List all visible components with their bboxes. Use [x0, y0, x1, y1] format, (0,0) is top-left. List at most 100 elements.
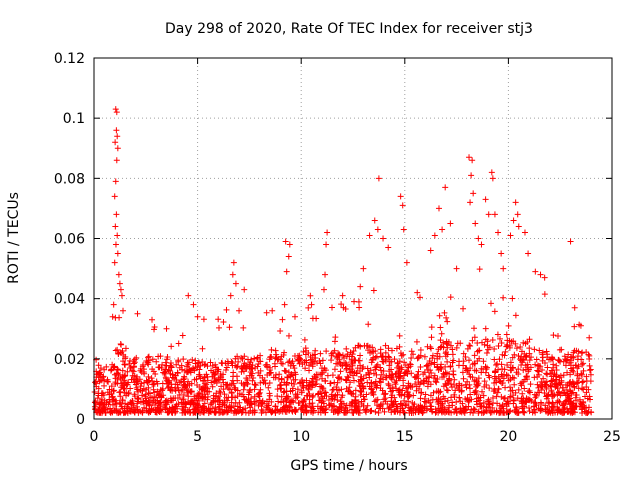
- roti-point: [391, 356, 398, 363]
- roti-point: [120, 385, 127, 392]
- roti-point: [379, 358, 386, 365]
- roti-point: [164, 354, 171, 360]
- roti-point: [255, 402, 262, 409]
- roti-point: [112, 241, 119, 248]
- roti-point: [469, 157, 476, 164]
- roti-point: [174, 369, 181, 376]
- roti-point: [517, 380, 524, 387]
- roti-point: [450, 381, 457, 388]
- roti-point: [150, 368, 157, 375]
- roti-point: [204, 396, 211, 403]
- roti-point: [180, 356, 187, 363]
- roti-point: [421, 403, 428, 410]
- roti-point: [278, 353, 285, 360]
- roti-point: [396, 332, 403, 339]
- roti-point: [467, 365, 474, 372]
- roti-point: [429, 352, 436, 359]
- roti-point: [572, 394, 579, 401]
- roti-point: [306, 400, 313, 407]
- roti-point: [480, 358, 487, 365]
- roti-point: [172, 409, 179, 416]
- roti-point: [215, 316, 222, 323]
- roti-point: [512, 312, 519, 319]
- roti-point: [367, 349, 374, 356]
- roti-point: [499, 351, 506, 358]
- roti-point: [512, 409, 519, 416]
- roti-point: [181, 375, 188, 382]
- roti-point: [491, 379, 498, 386]
- roti-point: [148, 375, 155, 382]
- roti-point: [579, 385, 586, 392]
- roti-point: [319, 357, 326, 364]
- roti-point: [337, 361, 344, 368]
- roti-point: [515, 353, 522, 360]
- roti-point: [505, 377, 512, 384]
- roti-point: [482, 363, 489, 370]
- roti-point: [507, 342, 514, 349]
- roti-point: [526, 336, 533, 343]
- roti-point: [526, 350, 533, 357]
- y-tick-label: 0.02: [54, 352, 85, 368]
- roti-point: [420, 371, 427, 378]
- roti-point: [387, 385, 394, 392]
- roti-point: [389, 347, 396, 354]
- roti-point: [336, 352, 343, 359]
- roti-point: [532, 361, 539, 368]
- roti-point: [241, 286, 248, 293]
- roti-point: [514, 211, 521, 218]
- roti-point: [329, 403, 336, 410]
- roti-point: [482, 196, 489, 203]
- roti-point: [447, 294, 454, 301]
- roti-point: [337, 398, 344, 405]
- roti-point: [101, 382, 108, 389]
- roti-point: [489, 404, 496, 411]
- roti-point: [341, 409, 348, 416]
- roti-point: [542, 402, 549, 409]
- roti-point: [165, 378, 172, 385]
- roti-point: [243, 379, 250, 386]
- roti-point: [534, 367, 541, 374]
- roti-point: [509, 354, 516, 361]
- roti-point: [417, 347, 424, 354]
- roti-point: [125, 389, 132, 396]
- roti-point: [455, 385, 462, 392]
- roti-point: [274, 393, 281, 400]
- roti-point: [472, 389, 479, 396]
- roti-point: [272, 347, 279, 354]
- roti-point: [440, 393, 447, 400]
- roti-point: [380, 354, 387, 361]
- roti-point: [543, 395, 550, 402]
- roti-point: [341, 359, 348, 366]
- roti-point: [408, 348, 415, 355]
- roti-point: [427, 392, 434, 399]
- roti-point: [302, 403, 309, 410]
- roti-point: [422, 391, 429, 398]
- chart-title: Day 298 of 2020, Rate Of TEC Index for r…: [165, 21, 533, 37]
- roti-point: [359, 380, 366, 387]
- roti-point: [491, 308, 498, 315]
- roti-point: [355, 342, 362, 349]
- roti-point: [328, 352, 335, 359]
- roti-point: [469, 374, 476, 381]
- roti-point: [238, 380, 245, 387]
- roti-point: [251, 381, 258, 388]
- roti-point: [207, 359, 214, 366]
- roti-point: [139, 409, 146, 416]
- roti-point: [510, 217, 517, 224]
- roti-point: [512, 199, 519, 206]
- roti-point: [292, 392, 299, 399]
- roti-point: [131, 359, 138, 366]
- roti-point: [426, 357, 433, 364]
- roti-point: [328, 407, 335, 414]
- roti-point: [216, 324, 223, 331]
- y-tick-label: 0.06: [54, 232, 85, 248]
- roti-point: [583, 409, 590, 416]
- roti-point: [471, 367, 478, 374]
- roti-point: [527, 381, 534, 388]
- roti-point: [220, 386, 227, 393]
- roti-point: [436, 312, 443, 319]
- roti-point: [537, 407, 544, 414]
- roti-point: [148, 407, 155, 414]
- roti-point: [97, 377, 104, 384]
- roti-point: [415, 368, 422, 375]
